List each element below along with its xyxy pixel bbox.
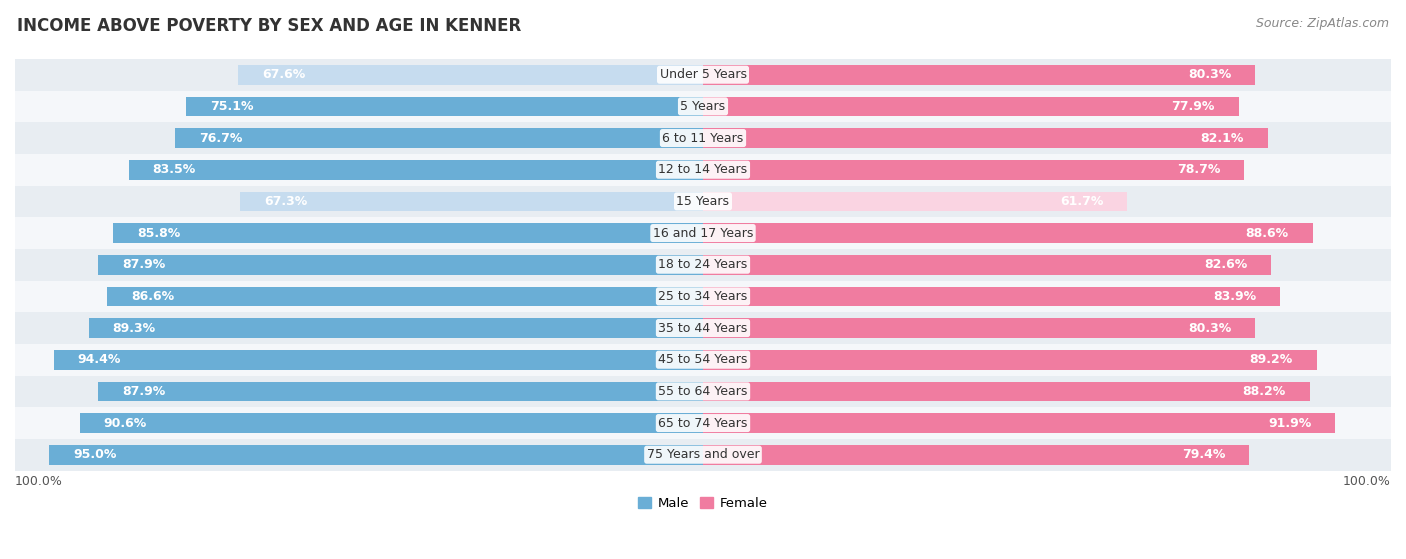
Text: 94.4%: 94.4% — [77, 353, 121, 366]
Text: 5 Years: 5 Years — [681, 100, 725, 113]
Text: 75 Years and over: 75 Years and over — [647, 448, 759, 461]
Text: 76.7%: 76.7% — [200, 131, 243, 145]
Bar — [15, 59, 1391, 91]
Bar — [703, 160, 1244, 179]
Bar — [238, 65, 703, 84]
Bar — [15, 249, 1391, 281]
Bar — [15, 186, 1391, 217]
Text: 80.3%: 80.3% — [1188, 321, 1232, 334]
Bar — [15, 312, 1391, 344]
Text: 67.6%: 67.6% — [262, 68, 305, 81]
Bar — [176, 128, 703, 148]
Bar — [15, 281, 1391, 312]
Text: 65 to 74 Years: 65 to 74 Years — [658, 416, 748, 429]
Bar — [703, 445, 1250, 465]
Text: 100.0%: 100.0% — [1343, 475, 1391, 489]
Text: 79.4%: 79.4% — [1182, 448, 1225, 461]
Text: 82.6%: 82.6% — [1204, 258, 1247, 271]
Text: 55 to 64 Years: 55 to 64 Years — [658, 385, 748, 398]
Bar — [703, 223, 1313, 243]
Bar — [128, 160, 703, 179]
Text: 83.5%: 83.5% — [153, 163, 195, 176]
Bar — [98, 255, 703, 274]
Text: INCOME ABOVE POVERTY BY SEX AND AGE IN KENNER: INCOME ABOVE POVERTY BY SEX AND AGE IN K… — [17, 17, 522, 35]
Text: 45 to 54 Years: 45 to 54 Years — [658, 353, 748, 366]
Text: 87.9%: 87.9% — [122, 258, 166, 271]
Bar — [89, 318, 703, 338]
Bar — [80, 413, 703, 433]
Bar — [15, 439, 1391, 471]
Text: 67.3%: 67.3% — [264, 195, 308, 208]
Bar — [703, 192, 1128, 211]
Text: 75.1%: 75.1% — [211, 100, 254, 113]
Bar — [15, 217, 1391, 249]
Text: 15 Years: 15 Years — [676, 195, 730, 208]
Text: 91.9%: 91.9% — [1268, 416, 1312, 429]
Bar — [703, 350, 1316, 369]
Bar — [703, 128, 1268, 148]
Text: 89.2%: 89.2% — [1250, 353, 1292, 366]
Text: 87.9%: 87.9% — [122, 385, 166, 398]
Text: 6 to 11 Years: 6 to 11 Years — [662, 131, 744, 145]
Text: 88.6%: 88.6% — [1246, 226, 1288, 240]
Text: 100.0%: 100.0% — [15, 475, 63, 489]
Text: 85.8%: 85.8% — [136, 226, 180, 240]
Bar — [703, 413, 1336, 433]
Bar — [15, 407, 1391, 439]
Bar — [107, 287, 703, 306]
Bar — [703, 287, 1281, 306]
Text: 78.7%: 78.7% — [1177, 163, 1220, 176]
Bar — [15, 344, 1391, 376]
Legend: Male, Female: Male, Female — [633, 491, 773, 515]
Text: 25 to 34 Years: 25 to 34 Years — [658, 290, 748, 303]
Text: 18 to 24 Years: 18 to 24 Years — [658, 258, 748, 271]
Bar — [703, 382, 1310, 401]
Bar — [240, 192, 703, 211]
Text: 80.3%: 80.3% — [1188, 68, 1232, 81]
Text: Source: ZipAtlas.com: Source: ZipAtlas.com — [1256, 17, 1389, 30]
Text: 61.7%: 61.7% — [1060, 195, 1104, 208]
Bar — [112, 223, 703, 243]
Text: Under 5 Years: Under 5 Years — [659, 68, 747, 81]
Text: 95.0%: 95.0% — [73, 448, 117, 461]
Bar — [15, 376, 1391, 407]
Bar — [703, 255, 1271, 274]
Bar — [15, 91, 1391, 122]
Bar — [15, 154, 1391, 186]
Text: 89.3%: 89.3% — [112, 321, 156, 334]
Bar — [703, 97, 1239, 116]
Text: 86.6%: 86.6% — [131, 290, 174, 303]
Text: 83.9%: 83.9% — [1213, 290, 1256, 303]
Text: 88.2%: 88.2% — [1243, 385, 1285, 398]
Bar — [703, 318, 1256, 338]
Bar — [49, 445, 703, 465]
Bar — [98, 382, 703, 401]
Text: 16 and 17 Years: 16 and 17 Years — [652, 226, 754, 240]
Bar — [53, 350, 703, 369]
Bar — [15, 122, 1391, 154]
Text: 82.1%: 82.1% — [1201, 131, 1244, 145]
Text: 12 to 14 Years: 12 to 14 Years — [658, 163, 748, 176]
Bar — [187, 97, 703, 116]
Text: 77.9%: 77.9% — [1171, 100, 1215, 113]
Bar — [703, 65, 1256, 84]
Text: 90.6%: 90.6% — [104, 416, 148, 429]
Text: 35 to 44 Years: 35 to 44 Years — [658, 321, 748, 334]
